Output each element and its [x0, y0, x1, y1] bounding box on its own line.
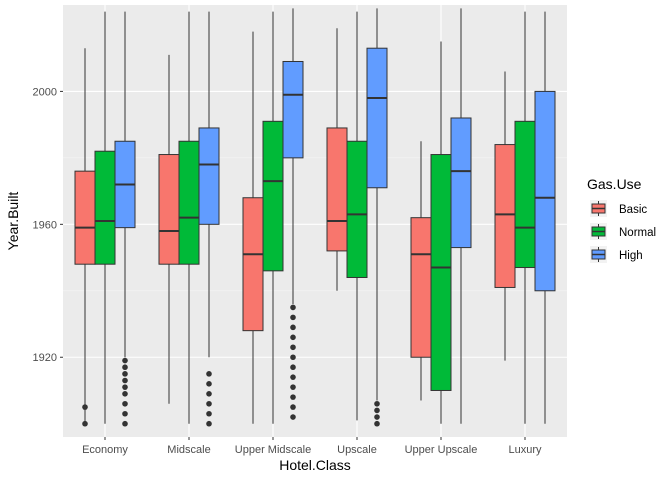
outlier-point	[82, 404, 88, 410]
outlier-point	[290, 324, 296, 331]
box-iqr	[346, 140, 368, 278]
box-iqr	[366, 47, 388, 189]
box-iqr	[514, 120, 536, 269]
box-normal	[346, 11, 368, 421]
outlier-point	[290, 394, 296, 400]
outlier-point	[206, 371, 212, 377]
legend-label: Basic	[619, 204, 647, 216]
x-axis-title: Hotel.Class	[279, 457, 351, 473]
y-axis-title: Year.Built	[5, 192, 21, 251]
outlier-point	[290, 344, 296, 351]
outlier-point	[122, 371, 128, 377]
outlier-point	[122, 377, 128, 384]
outlier-point	[206, 420, 212, 427]
outlier-point	[290, 354, 296, 361]
outlier-point	[290, 374, 296, 380]
x-axis: Economy Midscale Upper Midscale Upscale Uppe…	[82, 437, 542, 456]
y-tick-label: 1920	[33, 352, 57, 364]
x-tick-label: Midscale	[167, 444, 210, 456]
box-iqr	[450, 117, 472, 249]
outlier-point	[374, 407, 380, 414]
y-axis: 1920 1960 2000	[33, 86, 63, 364]
box-iqr	[242, 197, 264, 332]
box-iqr	[494, 144, 516, 288]
box-normal	[94, 11, 116, 424]
legend-item-normal: Normal	[590, 223, 656, 240]
legend-title: Gas.Use	[587, 176, 642, 192]
outlier-point	[122, 391, 128, 397]
outlier-point	[122, 420, 128, 427]
panel-background	[63, 5, 567, 437]
box-iqr	[410, 217, 432, 358]
outlier-point	[122, 410, 128, 417]
legend-item-high: High	[590, 246, 643, 263]
box-iqr	[198, 127, 220, 225]
x-tick-label: Upscale	[337, 444, 377, 456]
outlier-point	[82, 420, 88, 427]
x-tick-label: Luxury	[508, 444, 542, 456]
box-basic	[410, 141, 432, 401]
box-normal	[262, 11, 284, 424]
x-tick-label: Economy	[82, 444, 128, 456]
box-iqr	[430, 154, 452, 391]
outlier-point	[122, 384, 128, 390]
box-normal	[514, 11, 536, 424]
outlier-point	[290, 334, 296, 341]
legend-label: Normal	[619, 227, 656, 239]
outlier-point	[206, 381, 212, 387]
x-tick-label: Upper Upscale	[405, 444, 478, 456]
box-iqr	[282, 60, 304, 159]
outlier-point	[206, 391, 212, 397]
box-iqr	[326, 127, 348, 252]
box-high	[114, 11, 136, 427]
box-iqr	[94, 150, 116, 265]
box-normal	[430, 41, 452, 424]
box-iqr	[262, 120, 284, 272]
legend-item-basic: Basic	[590, 200, 647, 217]
box-iqr	[158, 154, 180, 265]
outlier-point	[290, 314, 296, 321]
outlier-point	[206, 400, 212, 407]
outlier-point	[122, 364, 128, 371]
box-basic	[494, 71, 516, 361]
box-iqr	[534, 90, 556, 292]
outlier-point	[122, 357, 128, 364]
outlier-point	[290, 304, 296, 311]
box-high	[282, 8, 304, 420]
legend-label: High	[619, 250, 643, 262]
outlier-point	[206, 410, 212, 417]
outlier-point	[122, 400, 128, 407]
outlier-point	[374, 400, 380, 407]
box-iqr	[74, 170, 96, 265]
box-high	[198, 11, 220, 427]
box-basic	[74, 48, 96, 427]
box-high	[534, 11, 556, 424]
legend: Gas.Use Basic Normal High	[587, 176, 656, 263]
y-tick-label: 1960	[33, 219, 57, 231]
outlier-point	[290, 364, 296, 371]
box-high	[450, 8, 472, 424]
outlier-point	[290, 404, 296, 410]
x-tick-label: Upper Midscale	[235, 444, 311, 456]
boxplots	[74, 8, 556, 427]
outlier-point	[374, 414, 380, 420]
y-tick-label: 2000	[33, 86, 57, 98]
outlier-point	[290, 414, 296, 420]
outlier-point	[374, 420, 380, 427]
outlier-point	[290, 384, 296, 390]
box-high	[366, 8, 388, 427]
box-iqr	[178, 140, 200, 265]
